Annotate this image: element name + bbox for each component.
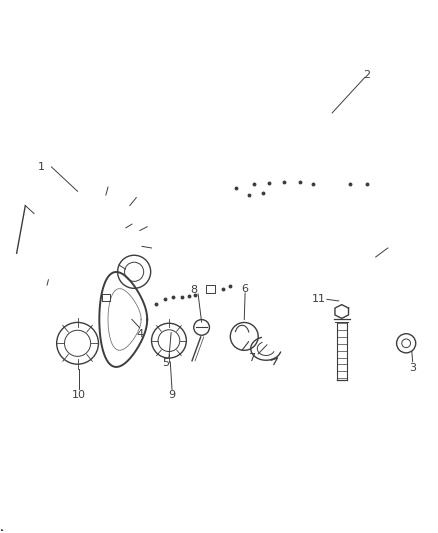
Text: 2: 2 xyxy=(364,70,371,80)
Text: 8: 8 xyxy=(190,285,198,295)
Text: 3: 3 xyxy=(409,363,416,373)
Text: 6: 6 xyxy=(242,284,249,294)
Text: 1: 1 xyxy=(38,162,45,172)
Text: 9: 9 xyxy=(169,390,176,400)
Text: 5: 5 xyxy=(162,358,170,368)
Text: 7: 7 xyxy=(248,353,255,363)
Text: 10: 10 xyxy=(72,390,86,400)
Text: 11: 11 xyxy=(312,294,326,304)
Text: 4: 4 xyxy=(136,329,143,340)
